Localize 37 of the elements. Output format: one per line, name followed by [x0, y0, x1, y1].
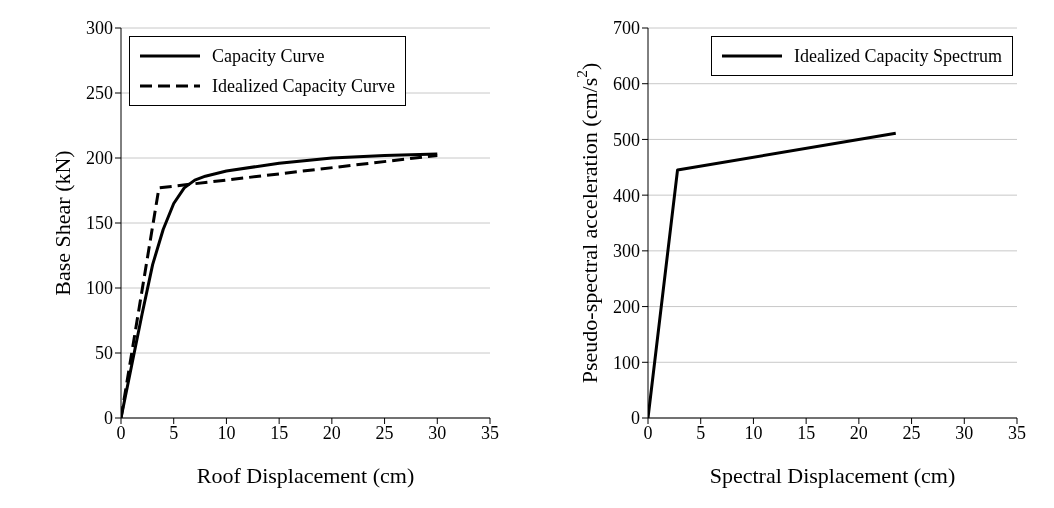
y-tick-label: 200 — [613, 296, 640, 317]
x-tick-label: 25 — [375, 422, 394, 443]
x-tick-label: 35 — [481, 422, 499, 443]
x-tick-label: 5 — [169, 422, 179, 443]
x-tick-label: 20 — [322, 422, 341, 443]
x-tick-label: 5 — [696, 422, 706, 443]
y-tick-label: 200 — [86, 148, 113, 169]
x-tick-label: 35 — [1008, 422, 1026, 443]
y-tick-label: 0 — [104, 408, 113, 429]
legend-label: Idealized Capacity Curve — [212, 75, 395, 98]
x-tick-label: 15 — [270, 422, 289, 443]
y-axis-title: Base Shear (kN) — [50, 150, 76, 296]
y-tick-label: 400 — [613, 185, 640, 206]
x-tick-label: 10 — [744, 422, 763, 443]
y-tick-label: 150 — [86, 213, 113, 234]
x-axis-title: Roof Displacement (cm) — [196, 463, 415, 488]
y-tick-label: 700 — [613, 18, 640, 39]
y-tick-label: 50 — [95, 343, 113, 364]
x-tick-label: 20 — [849, 422, 868, 443]
x-tick-label: 30 — [955, 422, 974, 443]
x-tick-label: 0 — [116, 422, 126, 443]
x-tick-label: 30 — [428, 422, 447, 443]
legend-label: Capacity Curve — [212, 45, 325, 68]
y-tick-label: 600 — [613, 74, 640, 95]
x-tick-label: 0 — [643, 422, 653, 443]
y-tick-label: 250 — [86, 83, 113, 104]
legend-label: Idealized Capacity Spectrum — [794, 45, 1002, 68]
x-axis-title: Spectral Displacement (cm) — [709, 463, 956, 488]
y-tick-label: 0 — [631, 408, 640, 429]
y-tick-label: 100 — [86, 278, 113, 299]
x-tick-label: 15 — [797, 422, 816, 443]
y-tick-label: 100 — [613, 352, 640, 373]
y-tick-label: 500 — [613, 129, 640, 150]
y-tick-label: 300 — [86, 18, 113, 39]
y-tick-label: 300 — [613, 241, 640, 262]
x-tick-label: 25 — [902, 422, 921, 443]
x-tick-label: 10 — [217, 422, 236, 443]
